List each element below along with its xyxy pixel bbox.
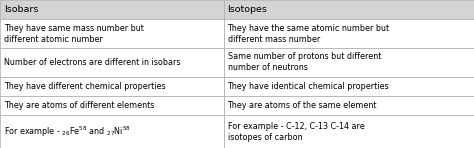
Bar <box>224 0 474 19</box>
Bar <box>224 19 474 48</box>
Text: They have the same atomic number but
different mass number: They have the same atomic number but dif… <box>228 24 390 44</box>
Text: They have same mass number but
different atomic number: They have same mass number but different… <box>4 24 144 44</box>
Bar <box>0 115 224 148</box>
Bar <box>0 96 224 115</box>
Text: For example - C-12, C-13 C-14 are
isotopes of carbon: For example - C-12, C-13 C-14 are isotop… <box>228 122 365 142</box>
Bar <box>0 19 224 48</box>
Text: Number of electrons are different in isobars: Number of electrons are different in iso… <box>4 58 180 67</box>
Bar <box>224 96 474 115</box>
Text: Isobars: Isobars <box>4 5 38 14</box>
Text: Same number of protons but different
number of neutrons: Same number of protons but different num… <box>228 52 381 72</box>
Text: They are atoms of the same element: They are atoms of the same element <box>228 101 377 110</box>
Text: They are atoms of different elements: They are atoms of different elements <box>4 101 154 110</box>
Text: They have different chemical properties: They have different chemical properties <box>4 82 165 91</box>
Text: Isotopes: Isotopes <box>228 5 267 14</box>
Text: They have identical chemical properties: They have identical chemical properties <box>228 82 389 91</box>
Bar <box>224 115 474 148</box>
Text: For example - $_{26}$Fe$^{58}$ and $_{27}$Ni$^{58}$: For example - $_{26}$Fe$^{58}$ and $_{27… <box>4 124 131 139</box>
Bar <box>0 77 224 96</box>
Bar <box>224 48 474 77</box>
Bar <box>0 48 224 77</box>
Bar <box>224 77 474 96</box>
Bar <box>0 0 224 19</box>
